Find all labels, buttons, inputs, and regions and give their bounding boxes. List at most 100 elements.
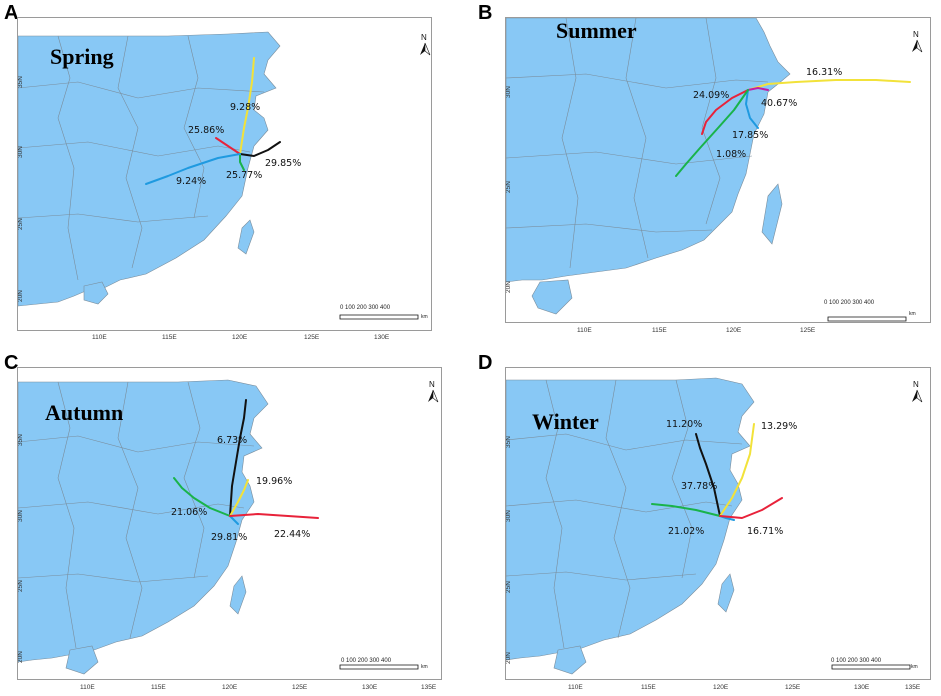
map-canvas (506, 377, 911, 675)
lat-tick-label: 25N (505, 181, 512, 193)
lat-tick-label: 30N (17, 146, 24, 158)
trajectory-black (229, 399, 247, 517)
trajectory-percent-label: 40.67% (761, 98, 798, 109)
trajectory-percent-label: 22.44% (274, 529, 311, 540)
trajectory-percent-label: 19.96% (256, 476, 293, 487)
map-frame: Spring 9.28% 25.86% 29.85% 25.77% 9.24% … (17, 17, 432, 331)
land-area (65, 645, 99, 675)
map-canvas (506, 18, 911, 322)
scale-numbers: 0 100 200 300 400 (341, 658, 392, 664)
trajectory-yellow (747, 79, 911, 91)
land-area (553, 645, 587, 675)
trajectory-percent-label: 9.24% (176, 176, 207, 187)
trajectory-red (701, 89, 749, 135)
scalebar-graphic (339, 664, 419, 670)
trajectory-percent-label: 6.73% (217, 435, 248, 446)
lat-tick-label: 20N (17, 290, 24, 302)
lon-tick-label: 115E (641, 684, 656, 691)
panel-letter: A (4, 2, 19, 24)
lon-tick-label: 120E (713, 684, 729, 691)
lat-tick-label: 20N (505, 281, 512, 293)
land-area (18, 31, 281, 307)
north-arrow-icon: N (910, 380, 924, 404)
season-title: Spring (50, 44, 114, 69)
lon-tick-label: 115E (162, 334, 177, 341)
map-frame: Summer 16.31% 24.09% 40.67% 17.85% 1.08%… (505, 17, 931, 323)
lon-tick-label: 130E (374, 334, 390, 341)
lon-tick-label: 120E (232, 334, 248, 341)
scalebar-graphic (827, 316, 907, 322)
trajectory-yellow (719, 423, 755, 517)
lat-tick-label: 30N (505, 86, 512, 98)
lon-tick-label: 125E (785, 684, 801, 691)
trajectory-percent-label: 9.28% (230, 102, 261, 113)
trajectory-green (173, 477, 231, 517)
lon-tick-label: 110E (577, 327, 592, 334)
trajectory-percent-label: 24.09% (693, 90, 730, 101)
lon-tick-label: 125E (304, 334, 320, 341)
panel-letter: D (478, 352, 493, 374)
trajectory-percent-label: 13.29% (761, 421, 798, 432)
trajectory-percent-label: 25.86% (188, 125, 225, 136)
trajectory-blue (229, 515, 239, 525)
lat-tick-label: 25N (505, 581, 512, 593)
trajectory-red (719, 497, 783, 519)
lat-tick-label: 30N (17, 510, 24, 522)
map-canvas (18, 31, 419, 320)
trajectory-percent-label: 25.77% (226, 170, 263, 181)
lon-tick-label: 110E (568, 684, 583, 691)
trajectory-percent-label: 16.31% (806, 67, 843, 78)
panel-letter: C (4, 352, 19, 374)
trajectory-percent-label: 21.02% (668, 526, 705, 537)
province-borders (18, 35, 265, 281)
lon-tick-label: 110E (80, 684, 95, 691)
map-frame: Autumn 6.73% 19.96% 21.06% 29.81% 22.44%… (17, 367, 442, 680)
trajectory-percent-label: 37.78% (681, 481, 718, 492)
north-arrow-icon: N (426, 380, 440, 404)
lat-tick-label: 30N (505, 510, 512, 522)
map-canvas (18, 379, 419, 675)
trajectory-red (229, 513, 319, 519)
lon-tick-label: 135E (905, 684, 921, 691)
scale-unit: km (421, 664, 428, 670)
lon-tick-label: 125E (800, 327, 816, 334)
province-borders (506, 379, 743, 649)
lon-tick-label: 115E (652, 327, 667, 334)
season-title: Summer (556, 18, 637, 43)
trajectory-blue (745, 89, 759, 129)
north-arrow-icon: N (910, 30, 924, 54)
trajectory-percent-label: 11.20% (666, 419, 703, 430)
lat-tick-label: 25N (17, 218, 24, 230)
map-frame: Winter 11.20% 13.29% 37.78% 21.02% 16.71… (505, 367, 931, 680)
scale-numbers: 0 100 200 300 400 (340, 305, 391, 311)
trajectory-yellow (239, 57, 255, 155)
scale-unit: km (911, 664, 918, 670)
lat-tick-label: 35N (17, 76, 24, 88)
north-arrow-icon: N (418, 33, 431, 57)
lon-tick-label: 125E (292, 684, 308, 691)
lat-tick-label: 35N (505, 436, 512, 448)
season-title: Autumn (45, 400, 124, 425)
trajectory-green (239, 153, 245, 171)
land-area (237, 219, 255, 255)
land-area (506, 18, 791, 283)
province-borders (506, 18, 769, 269)
lon-tick-label: 120E (222, 684, 238, 691)
lon-tick-label: 130E (854, 684, 870, 691)
lat-tick-label: 20N (505, 652, 512, 664)
land-area (761, 183, 783, 245)
scale-numbers: 0 100 200 300 400 (824, 300, 875, 306)
lon-tick-label: 115E (151, 684, 166, 691)
land-area (83, 281, 109, 305)
lon-tick-label: 135E (421, 684, 437, 691)
scale-unit: km (909, 311, 916, 317)
lat-tick-label: 20N (17, 651, 24, 663)
trajectory-black (239, 141, 281, 157)
trajectory-red (215, 137, 241, 155)
trajectory-percent-label: 21.06% (171, 507, 208, 518)
scale-numbers: 0 100 200 300 400 (831, 658, 882, 664)
trajectory-percent-label: 29.81% (211, 532, 248, 543)
trajectory-yellow (229, 479, 249, 517)
lon-tick-label: 130E (362, 684, 378, 691)
scale-unit: km (421, 314, 428, 320)
